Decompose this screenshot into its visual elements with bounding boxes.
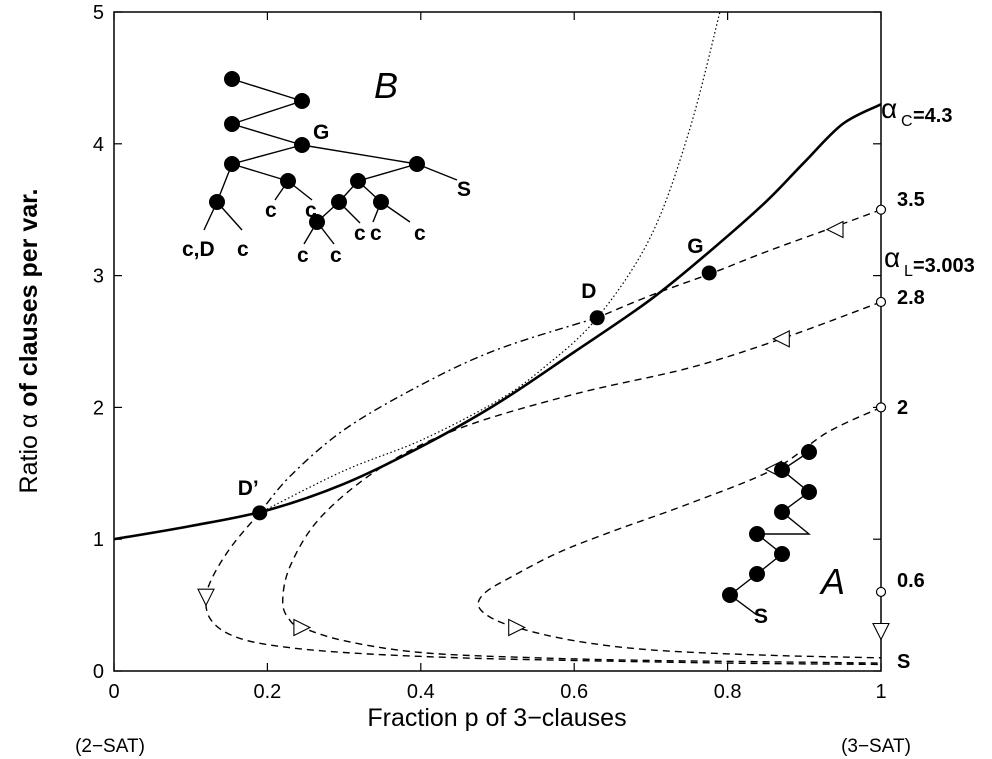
chain-node: [774, 462, 790, 478]
start-marker: [875, 296, 887, 308]
tree-node: [224, 156, 240, 172]
start-marker: [875, 586, 887, 598]
chain-node: [801, 484, 817, 500]
point-label: D: [581, 280, 596, 303]
tree-node: [224, 71, 240, 87]
start-label-s: S: [897, 651, 910, 673]
region-label-b: B: [374, 65, 398, 106]
chain-node: [749, 526, 765, 542]
tree-label-c: c: [305, 199, 317, 222]
chain-node: [774, 546, 790, 562]
point-label: G: [687, 235, 703, 258]
alpha-l-value: =3.003: [913, 255, 975, 277]
y-tick-label: 0: [93, 661, 104, 683]
y-tick-label: 3: [93, 266, 104, 288]
chain-illustration-a: S: [722, 444, 817, 628]
chain-node: [749, 566, 765, 582]
start-label-0-6: 0.6: [897, 570, 925, 592]
chain-node: [722, 587, 738, 603]
x-end-label-right: (3−SAT): [841, 736, 911, 757]
series-line-1: [113, 103, 882, 541]
alpha-c-value: =4.3: [913, 105, 952, 127]
tree-label-c: c: [414, 222, 426, 245]
y-tick-label: 5: [93, 2, 104, 24]
x-tick-label: 0.4: [407, 681, 435, 703]
tree-label-c: c: [354, 222, 366, 245]
x-tick-label: 0.2: [253, 681, 281, 703]
axis-ticks: 0 0.2 0.4 0.6 0.8 1 0 1 2 3 4 5: [93, 2, 887, 703]
tree-node: [224, 116, 240, 132]
series-line-5: [205, 512, 882, 666]
alpha-l-label: α L =3.003: [884, 242, 975, 280]
alpha-c-subscript: C: [901, 113, 913, 130]
markers: [197, 204, 890, 641]
series-line-7: [477, 406, 882, 659]
start-label-3-5: 3.5: [897, 189, 925, 211]
chain-label-s: S: [754, 605, 768, 628]
arrow-marker: [508, 618, 526, 637]
x-end-label-left: (2−SAT): [75, 736, 145, 757]
tree-node: [331, 194, 347, 210]
x-tick-label: 0.6: [560, 681, 588, 703]
tree-label-s: S: [457, 178, 471, 201]
point-marker: [701, 265, 717, 281]
region-label-a: A: [819, 561, 845, 602]
arrow-marker: [772, 330, 790, 348]
start-marker: [875, 204, 887, 215]
series-line-6: [281, 301, 882, 664]
tree-label-c: c: [370, 222, 382, 245]
tree-node: [309, 214, 325, 230]
tree-nodes-b: [209, 71, 425, 230]
tree-label-c: c,D: [182, 238, 215, 261]
tree-label-c: c: [297, 244, 309, 267]
special-points: D’ D G: [238, 235, 717, 521]
start-label-2-8: 2.8: [897, 287, 925, 309]
y-axis-title: Ratio α of clauses per var.: [15, 189, 43, 494]
tree-labels-b: G S c,D c c c c c c c c: [182, 121, 471, 267]
x-axis-title: Fraction p of 3−clauses: [367, 704, 626, 732]
alpha-c-symbol: α: [881, 93, 897, 124]
x-tick-label: 1: [875, 681, 886, 703]
series-line-2: [259, 11, 721, 514]
x-tick-label: 0.8: [714, 681, 742, 703]
tree-node: [350, 173, 366, 189]
tree-node: [294, 137, 310, 153]
alpha-l-subscript: L: [904, 263, 913, 280]
start-label-2: 2: [897, 397, 908, 419]
y-tick-label: 1: [93, 529, 104, 551]
arrow-marker: [293, 618, 312, 637]
arrow-marker: [197, 588, 215, 607]
tree-label-c: c: [265, 199, 277, 222]
tree-node: [209, 194, 225, 210]
tree-label-c: c: [237, 238, 249, 261]
chain-node: [801, 444, 817, 460]
x-tick-label: 0: [108, 681, 119, 703]
arrow-marker: [825, 220, 844, 239]
start-marker: [875, 402, 887, 413]
point-marker: [252, 505, 268, 521]
point-marker: [589, 310, 605, 326]
series-line-4: [259, 317, 598, 514]
y-axis-title-bold: of clauses per var.: [15, 189, 43, 407]
point-label: D’: [238, 477, 259, 500]
tree-node: [409, 156, 425, 172]
tree-label-g: G: [313, 121, 329, 144]
chain-node: [774, 504, 790, 520]
alpha-c-label: α C =4.3: [881, 93, 952, 130]
plot-frame: [113, 11, 882, 672]
tree-node: [280, 173, 296, 189]
arrow-marker: [872, 622, 890, 641]
tree-label-c: c: [330, 244, 342, 267]
tree-node: [373, 194, 389, 210]
tree-node: [294, 93, 310, 109]
alpha-l-symbol: α: [884, 242, 900, 273]
y-axis-title-prefix: Ratio α: [15, 407, 43, 494]
y-tick-label: 2: [93, 397, 104, 419]
y-tick-label: 4: [93, 134, 104, 156]
